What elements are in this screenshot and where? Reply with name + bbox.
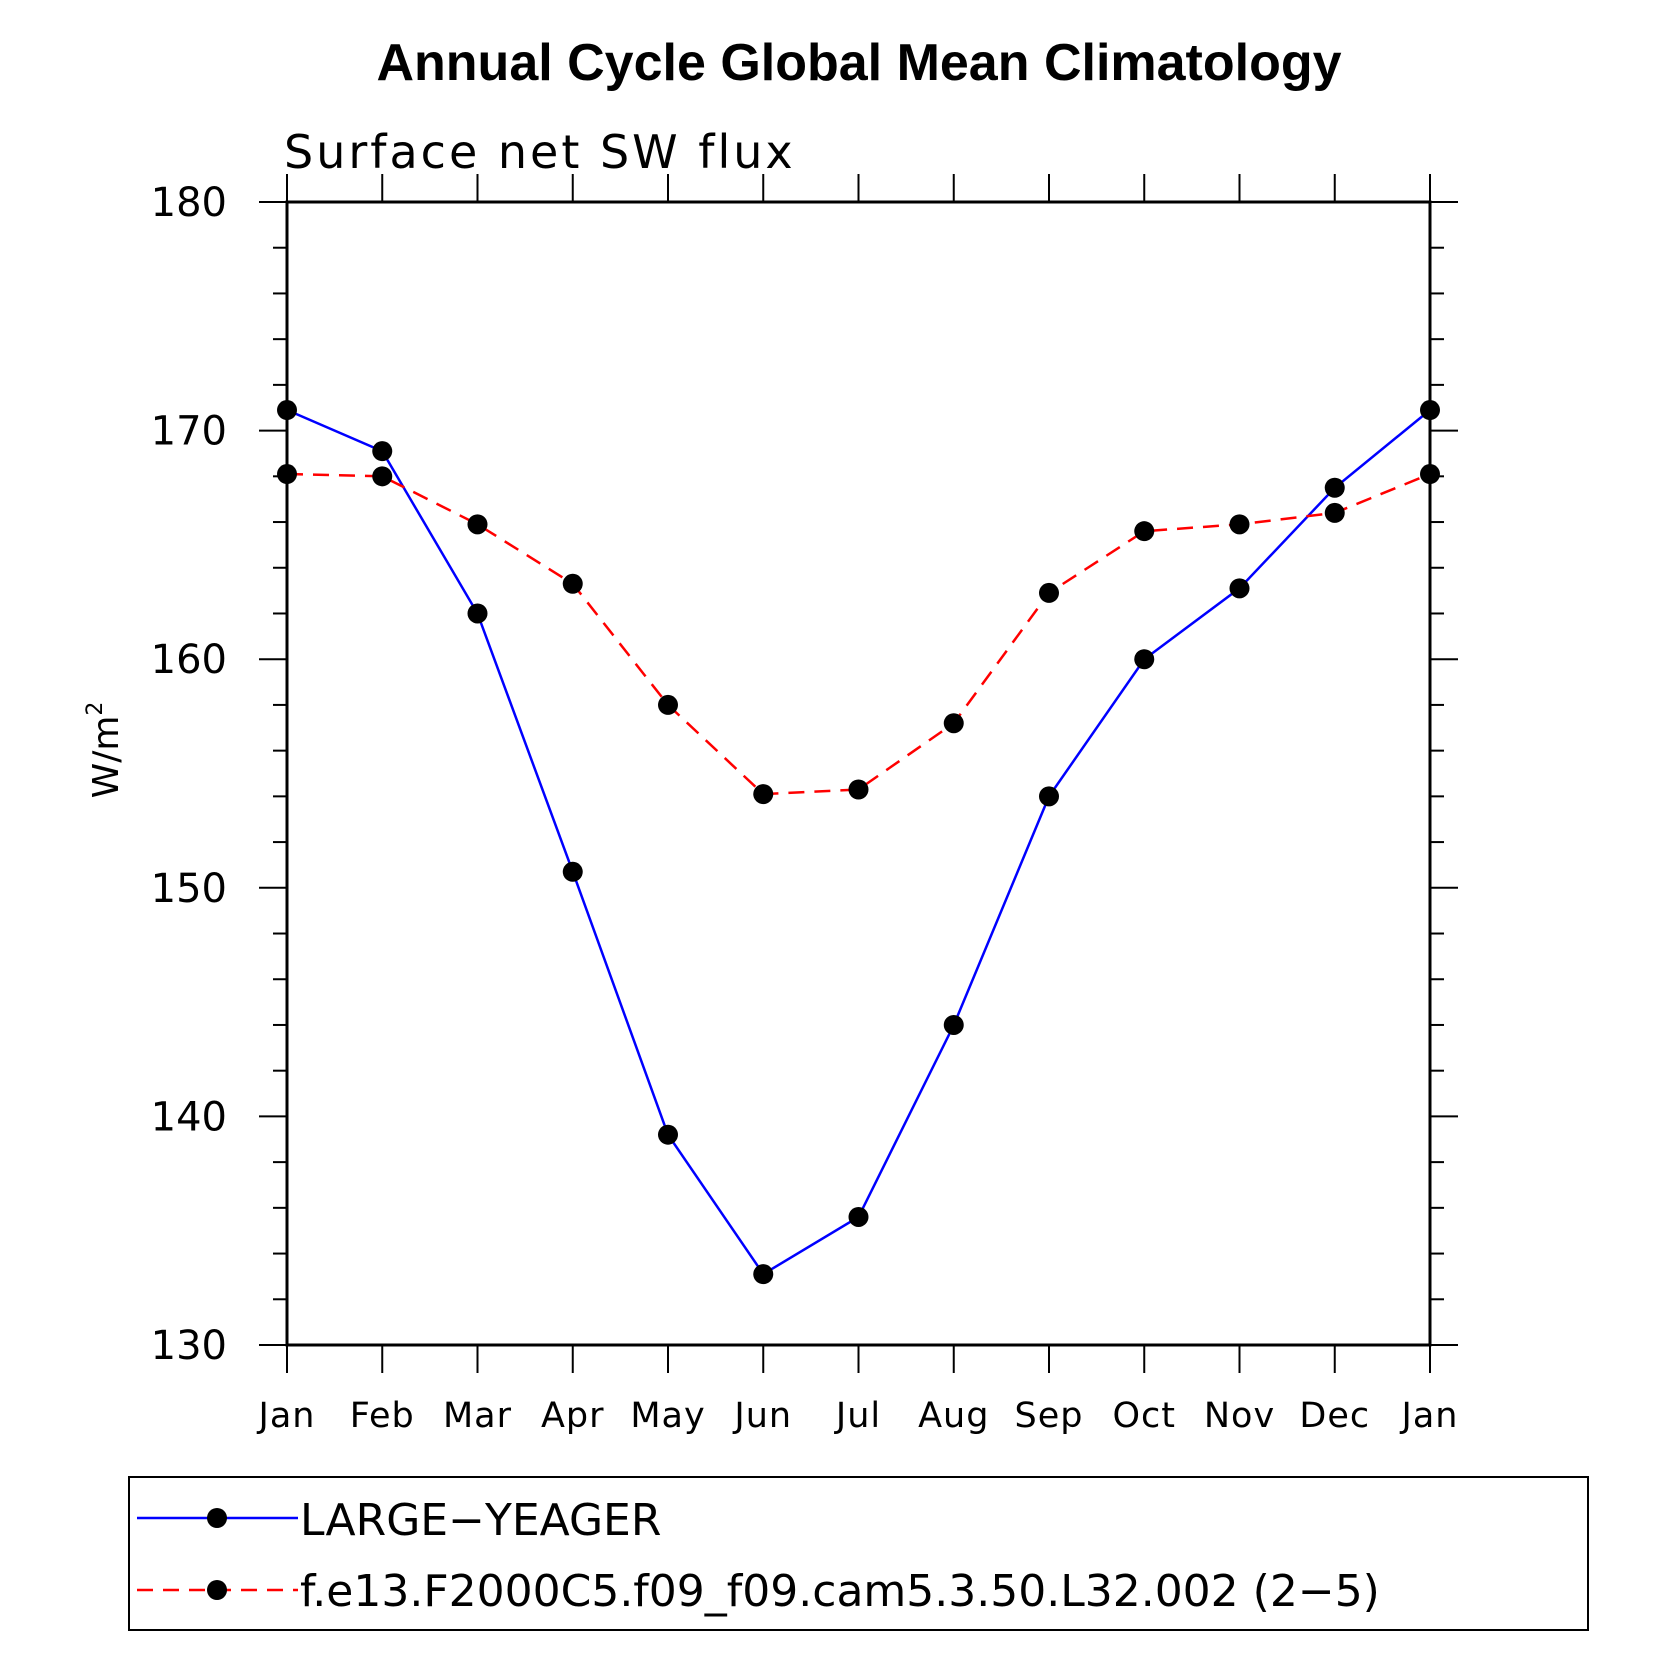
x-tick-label: Jan — [1400, 1396, 1459, 1436]
legend-marker-f-e13 — [207, 1580, 227, 1600]
chart-subtitle: Surface net SW flux — [284, 125, 796, 179]
data-point-series-1 — [467, 514, 488, 535]
x-tick-label: Jul — [834, 1396, 881, 1436]
data-point-series-1 — [658, 694, 678, 715]
x-tick-label: Dec — [1299, 1396, 1370, 1436]
data-point-series-1 — [1229, 514, 1250, 535]
series-line-0 — [286, 408, 1431, 1276]
data-point-series-1 — [277, 464, 297, 485]
data-point-series-0 — [277, 400, 297, 421]
data-point-series-0 — [1420, 400, 1440, 421]
data-point-series-1 — [753, 784, 774, 805]
series-layer — [277, 400, 1440, 1285]
y-tick-label: 150 — [151, 866, 227, 912]
x-tick-label: Aug — [918, 1396, 989, 1436]
x-tick-label: Feb — [350, 1396, 415, 1436]
data-point-series-0 — [1229, 578, 1250, 599]
data-point-series-1 — [372, 466, 393, 487]
data-point-series-0 — [753, 1264, 774, 1285]
data-point-series-1 — [1420, 464, 1440, 485]
data-point-series-1 — [848, 779, 869, 800]
y-axis-label: W/m2 — [83, 702, 127, 799]
data-point-series-0 — [658, 1124, 678, 1145]
y-tick-label: 170 — [151, 409, 227, 455]
y-tick-label: 160 — [151, 637, 227, 683]
data-point-series-1 — [943, 713, 964, 734]
axis-ticks — [259, 174, 1458, 1373]
y-tick-label: 140 — [151, 1094, 227, 1140]
data-point-series-1 — [1039, 582, 1059, 603]
data-point-series-0 — [467, 603, 488, 624]
tick-labels: 130 140 150 160 170 180 Jan Feb Mar Apr May Jun Jul A… — [151, 180, 1459, 1436]
y-tick-label: 180 — [151, 180, 227, 226]
data-point-series-0 — [1324, 477, 1345, 498]
y-axis-label-text: W/m — [86, 716, 127, 799]
x-tick-label: Nov — [1204, 1396, 1275, 1436]
data-point-series-1 — [1134, 521, 1155, 542]
x-tick-label: Oct — [1112, 1396, 1176, 1436]
svg-text:W/m2: W/m2 — [83, 702, 127, 799]
plot-frame — [285, 200, 1432, 1347]
y-axis-label-superscript: 2 — [83, 702, 108, 716]
y-tick-label: 130 — [151, 1323, 227, 1369]
x-tick-label: Apr — [541, 1396, 605, 1436]
x-tick-label: May — [630, 1396, 705, 1436]
x-tick-label: Mar — [443, 1396, 512, 1436]
legend-label-large-yeager: LARGE−YEAGER — [300, 1495, 661, 1546]
legend-marker-large-yeager — [207, 1508, 227, 1528]
x-tick-label: Sep — [1015, 1396, 1084, 1436]
chart-title: Annual Cycle Global Mean Climatology — [376, 34, 1341, 92]
data-point-series-1 — [562, 573, 583, 594]
data-point-series-0 — [1039, 786, 1059, 807]
legend-label-f-e13: f.e13.F2000C5.f09_f09.cam5.3.50.L32.002 … — [300, 1566, 1380, 1617]
legend-box — [128, 1476, 1589, 1631]
data-point-series-0 — [562, 861, 583, 882]
x-tick-label: Jan — [257, 1396, 316, 1436]
data-point-series-1 — [1324, 502, 1345, 523]
data-point-series-0 — [943, 1014, 964, 1035]
x-tick-label: Jun — [732, 1396, 792, 1436]
series-line-1 — [286, 472, 1431, 796]
legend: LARGE−YEAGER f.e13.F2000C5.f09_f09.cam5.… — [128, 1476, 1589, 1631]
data-point-series-0 — [372, 441, 393, 462]
data-point-series-0 — [848, 1206, 869, 1227]
data-point-series-0 — [1134, 649, 1155, 670]
